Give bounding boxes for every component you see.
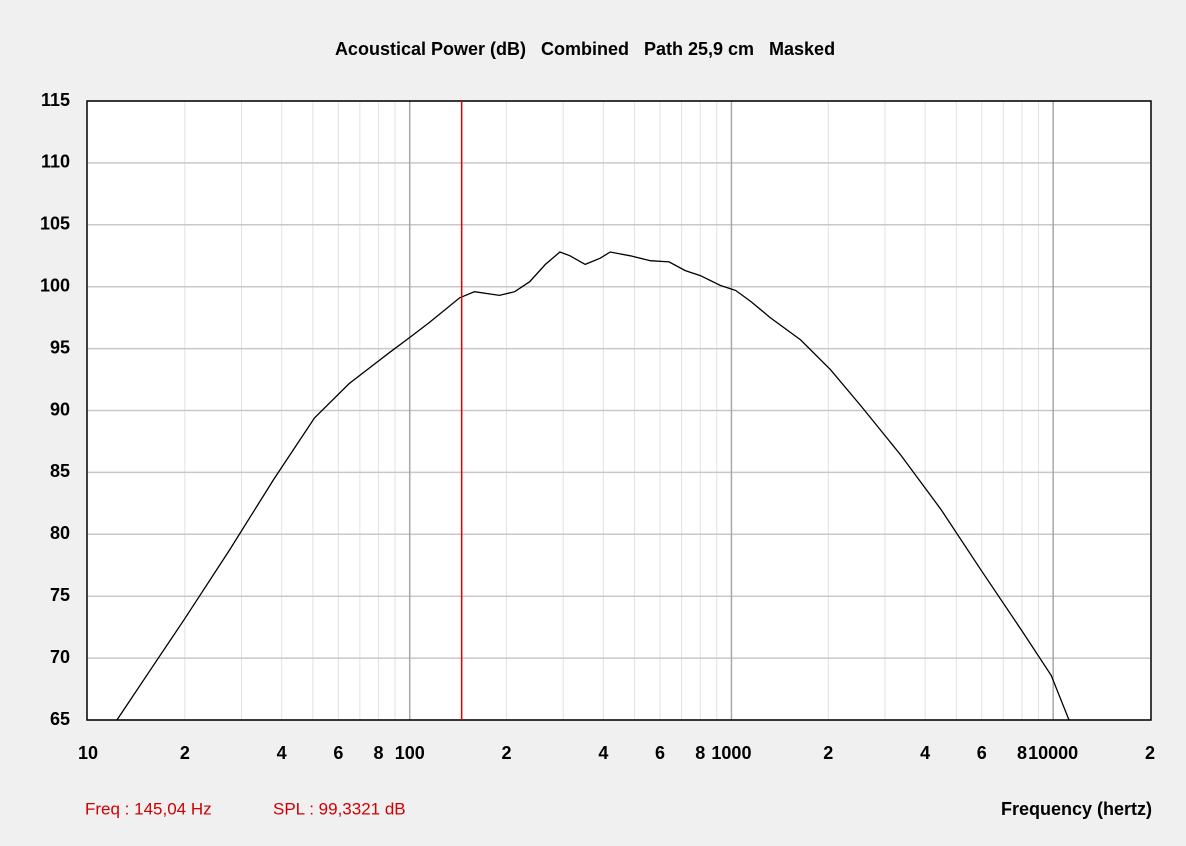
x-tick-label: 2 <box>823 743 833 763</box>
x-tick-label: 100 <box>395 743 425 763</box>
x-tick-label: 6 <box>977 743 987 763</box>
spl-readout: SPL : 99,3321 dB <box>273 799 406 818</box>
y-tick-label: 65 <box>50 709 70 729</box>
x-tick-label: 10 <box>78 743 98 763</box>
x-tick-label: 4 <box>598 743 608 763</box>
y-tick-label: 75 <box>50 585 70 605</box>
x-tick-label: 1000 <box>711 743 751 763</box>
power-curve <box>116 251 1070 721</box>
y-tick-label: 115 <box>41 90 70 110</box>
x-tick-label: 4 <box>277 743 287 763</box>
y-tick-label: 95 <box>50 337 70 357</box>
freq-readout: Freq : 145,04 Hz <box>85 799 212 818</box>
y-tick-label: 90 <box>50 399 70 419</box>
x-tick-label: 10000 <box>1028 743 1078 763</box>
x-tick-label: 4 <box>920 743 930 763</box>
y-tick-label: 80 <box>50 523 70 543</box>
y-tick-label: 85 <box>50 461 70 481</box>
y-tick-label: 100 <box>40 275 70 295</box>
x-tick-label: 6 <box>333 743 343 763</box>
x-tick-label: 2 <box>1145 743 1155 763</box>
plot-border <box>86 100 1152 721</box>
x-axis-label: Frequency (hertz) <box>1001 799 1152 819</box>
x-tick-label: 2 <box>502 743 512 763</box>
y-tick-label: 110 <box>41 152 70 172</box>
y-tick-label: 105 <box>40 214 70 234</box>
x-tick-label: 8 <box>1017 743 1027 763</box>
x-tick-label: 6 <box>655 743 665 763</box>
chart-title: Acoustical Power (dB) Combined Path 25,9… <box>335 39 835 59</box>
y-tick-label: 70 <box>50 647 70 667</box>
x-tick-label: 8 <box>374 743 384 763</box>
x-tick-label: 2 <box>180 743 190 763</box>
x-tick-label: 8 <box>695 743 705 763</box>
